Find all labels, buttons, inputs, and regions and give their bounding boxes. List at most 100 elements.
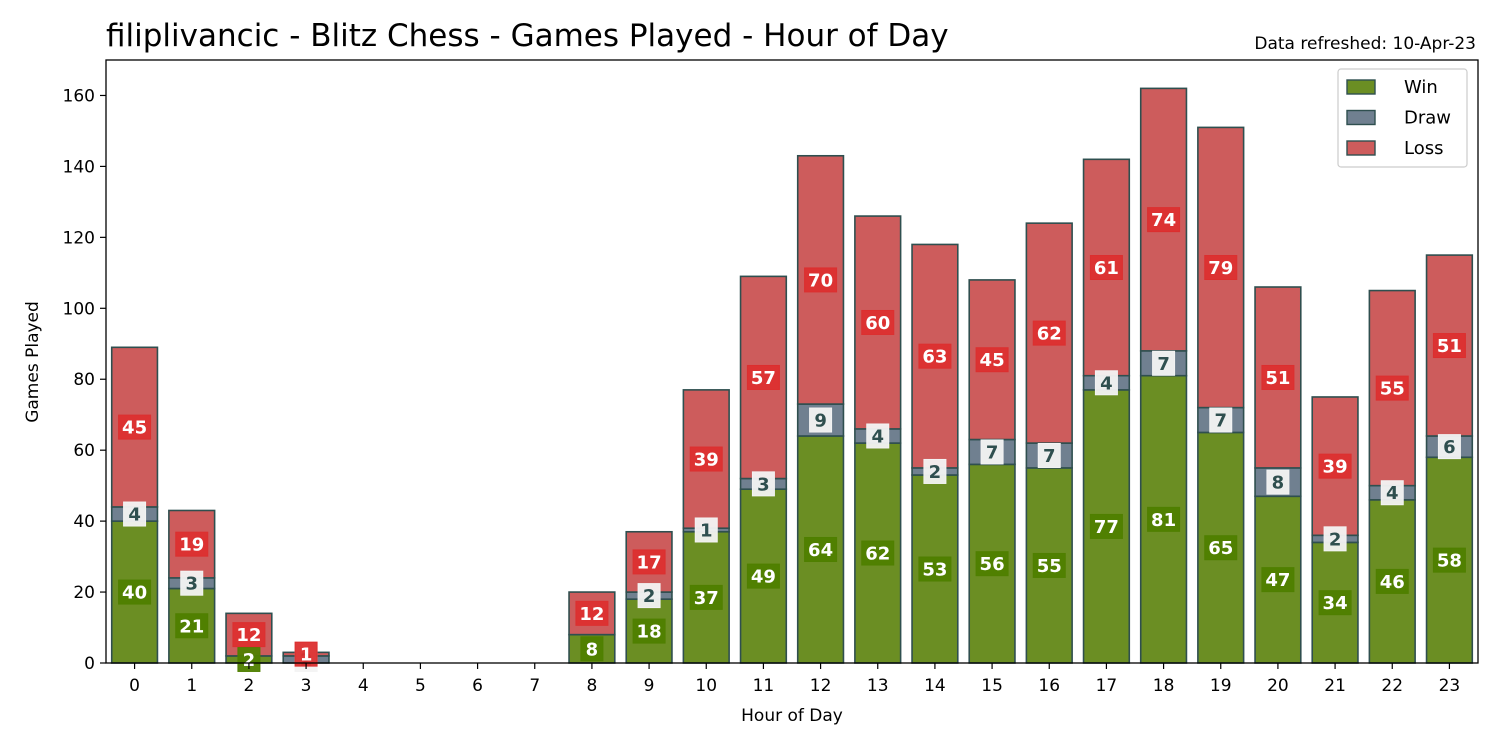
data-label-box [746, 364, 780, 390]
data-label-text: 8 [586, 639, 599, 660]
data-label-win-17: 77 [1089, 513, 1123, 539]
data-label-box [975, 347, 1009, 373]
y-tick-label: 0 [84, 654, 95, 674]
data-label-draw-0: 4 [123, 501, 147, 527]
data-label-box [1375, 375, 1409, 401]
data-label-box [175, 531, 209, 557]
data-label-box [1261, 567, 1295, 593]
data-label-text: 64 [808, 540, 833, 561]
data-label-draw-18: 7 [1152, 350, 1176, 376]
data-label-draw-15: 7 [980, 439, 1004, 465]
data-label-box [1209, 407, 1233, 433]
data-label-text: 2 [929, 462, 942, 483]
data-label-box [689, 584, 723, 610]
data-label-text: 51 [1437, 336, 1462, 357]
data-label-draw-23: 6 [1437, 434, 1461, 460]
data-label-win-18: 81 [1147, 506, 1181, 532]
plot-area: 4044521319212218121821737139493576497062… [63, 59, 1479, 696]
data-label-text: 19 [179, 535, 204, 556]
x-tick-label: 14 [924, 676, 946, 696]
data-label-text: 2 [243, 650, 256, 671]
data-label-text: 56 [980, 554, 1005, 575]
data-label-win-15: 56 [975, 551, 1009, 577]
data-label-text: 81 [1151, 510, 1176, 531]
data-label-box [1318, 453, 1352, 479]
x-axis-label: Hour of Day [741, 706, 843, 726]
legend-label-draw: Draw [1404, 108, 1451, 129]
legend-label-win: Win [1404, 77, 1438, 98]
data-label-box [1380, 480, 1404, 506]
data-label-box [980, 439, 1004, 465]
data-label-text: 37 [694, 588, 719, 609]
x-tick-label: 11 [753, 676, 775, 696]
y-tick-label: 60 [73, 441, 95, 461]
axes-frame [105, 59, 1479, 664]
data-label-text: 18 [637, 622, 662, 643]
data-label-loss-8: 12 [575, 600, 609, 626]
data-label-box [1094, 370, 1118, 396]
data-label-text: 4 [871, 426, 884, 447]
data-label-loss-14: 63 [918, 343, 952, 369]
data-label-text: 70 [808, 270, 833, 291]
y-tick-label: 160 [63, 86, 95, 106]
y-tick-label: 120 [63, 228, 95, 248]
data-label-box [1437, 434, 1461, 460]
data-label-box [1032, 552, 1066, 578]
data-label-loss-19: 79 [1204, 255, 1238, 281]
data-label-text: 46 [1380, 572, 1405, 593]
data-label-box [1147, 506, 1181, 532]
data-label-box [580, 636, 604, 662]
data-label-text: 21 [179, 616, 204, 637]
data-label-draw-16: 7 [1037, 442, 1061, 468]
chart-title: filiplivancic - Blitz Chess - Games Play… [106, 18, 949, 54]
data-label-text: 60 [865, 313, 890, 334]
y-tick-label: 100 [63, 299, 95, 319]
x-tick-label: 19 [1210, 676, 1232, 696]
x-tick-label: 17 [1096, 676, 1118, 696]
data-label-text: 62 [865, 544, 890, 565]
data-label-text: 1 [700, 520, 713, 541]
data-label-box [1089, 255, 1123, 281]
data-label-draw-14: 2 [923, 458, 947, 484]
data-label-loss-12: 70 [804, 267, 838, 293]
data-label-text: 77 [1094, 517, 1119, 538]
data-label-win-1: 21 [175, 613, 209, 639]
data-label-text: 49 [751, 567, 776, 588]
data-label-text: 7 [1214, 411, 1227, 432]
y-tick-label: 140 [63, 157, 95, 177]
data-label-box [689, 446, 723, 472]
data-label-win-14: 53 [918, 556, 952, 582]
data-label-box [918, 556, 952, 582]
data-label-text: 62 [1037, 324, 1062, 345]
x-tick-label: 12 [810, 676, 832, 696]
x-tick-label: 8 [587, 676, 598, 696]
data-label-win-9: 18 [632, 618, 666, 644]
legend-swatch-loss [1346, 140, 1376, 156]
data-label-box [1432, 547, 1466, 573]
data-label-draw-9: 2 [637, 583, 661, 609]
data-label-loss-15: 45 [975, 347, 1009, 373]
x-tick-label: 5 [415, 676, 426, 696]
data-label-text: 61 [1094, 258, 1119, 279]
data-label-box [804, 267, 838, 293]
data-label-loss-13: 60 [861, 309, 895, 335]
data-label-text: 45 [980, 350, 1005, 371]
data-label-loss-9: 17 [632, 549, 666, 575]
data-label-text: 34 [1323, 593, 1348, 614]
data-label-box [1323, 526, 1347, 552]
data-label-text: 6 [1443, 437, 1456, 458]
data-label-text: 12 [579, 604, 604, 625]
x-tick-label: 10 [695, 676, 717, 696]
data-label-box [866, 423, 890, 449]
x-tick-label: 6 [472, 676, 483, 696]
x-tick-label: 21 [1324, 676, 1346, 696]
data-label-text: 55 [1380, 379, 1405, 400]
data-label-box [746, 563, 780, 589]
data-label-text: 57 [751, 368, 776, 389]
x-tick-label: 3 [301, 676, 312, 696]
data-label-loss-10: 39 [689, 446, 723, 472]
x-tick-label: 4 [358, 676, 369, 696]
data-label-text: 1 [300, 645, 313, 666]
data-label-text: 45 [122, 418, 147, 439]
